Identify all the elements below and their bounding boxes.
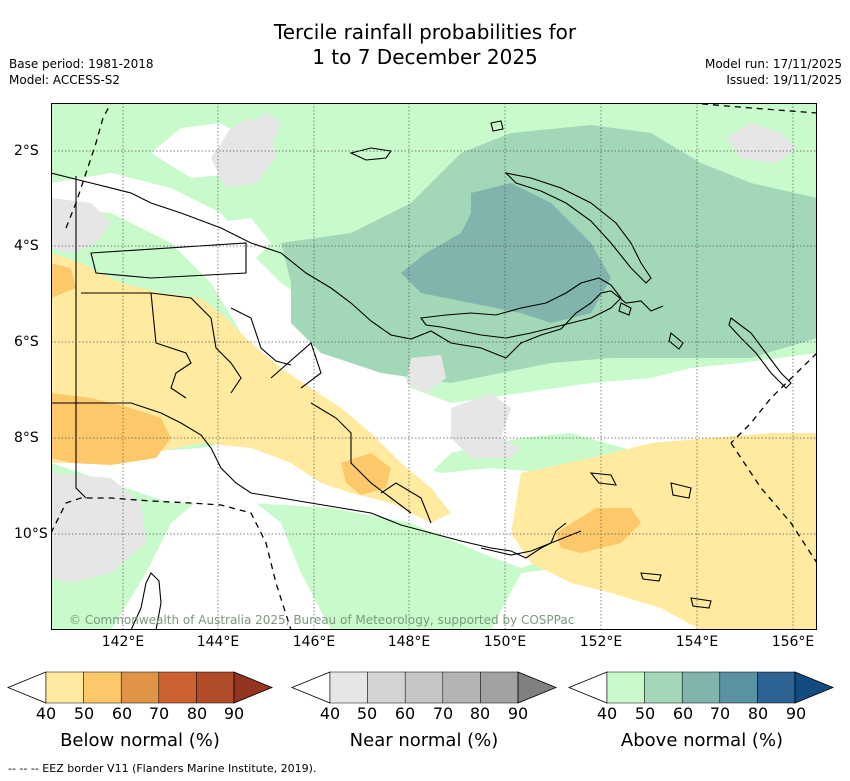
base-period: Base period: 1981-2018 [9, 57, 154, 71]
meta-right: Model run: 17/11/2025 Issued: 19/11/2025 [705, 56, 842, 88]
lat-tick: 6°S [14, 334, 39, 350]
cbar-above-swatch [681, 671, 721, 704]
lon-tick: 156°E [771, 634, 815, 650]
cbar-above-tick: 60 [672, 704, 694, 723]
near-normal-regions [51, 113, 796, 583]
cbar-below-tick: 80 [186, 704, 208, 723]
issued-date: Issued: 19/11/2025 [726, 73, 842, 87]
cbar-above-tick: 80 [747, 704, 769, 723]
cbar-above-tick: 40 [596, 704, 618, 723]
cbar-near-swatch [480, 671, 519, 704]
lat-tick: 10°S [14, 526, 48, 542]
cbar-below-tick: 60 [111, 704, 133, 723]
cbar-near-tick: 80 [469, 704, 491, 723]
above-normal-label: Above normal (%) [620, 730, 784, 751]
cbar-below-swatch [196, 671, 235, 704]
cbar-near-tick: 90 [507, 704, 529, 723]
eez-footnote: -- -- -- EEZ border V11 (Flanders Marine… [8, 762, 317, 775]
cbar-near-tick: 50 [356, 704, 378, 723]
cbar-below-tick: 50 [73, 704, 95, 723]
lon-tick: 148°E [387, 634, 431, 650]
cbar-below-low-extension [6, 671, 47, 704]
cbar-above-swatch [606, 671, 645, 704]
cbar-below-swatch [158, 671, 197, 704]
cbar-above-swatch [644, 671, 683, 704]
cbar-near-high-extension [517, 671, 558, 704]
cbar-above-tick: 90 [785, 704, 807, 723]
cbar-near-swatch [329, 671, 368, 704]
cbar-near-swatch [367, 671, 406, 704]
cbar-near-swatch [442, 671, 481, 704]
model-name: Model: ACCESS-S2 [9, 73, 121, 87]
cbar-above-swatch [757, 671, 796, 704]
cbar-below-swatch [45, 671, 84, 704]
lat-tick: 4°S [14, 238, 39, 254]
cbar-near-swatch [404, 671, 444, 704]
title-line-2: 1 to 7 December 2025 [312, 45, 538, 69]
cbar-below-swatch [83, 671, 122, 704]
cbar-above-tick: 70 [709, 704, 731, 723]
lon-tick: 152°E [579, 634, 623, 650]
model-run: Model run: 17/11/2025 [704, 57, 842, 71]
rainfall-map [51, 103, 817, 630]
coastlines [51, 120, 792, 630]
cbar-below-tick: 40 [35, 704, 57, 723]
below-normal-label: Below normal (%) [60, 730, 220, 751]
above-normal-60 [401, 183, 611, 323]
map-frame [51, 103, 817, 630]
cbar-near-low-extension [290, 671, 331, 704]
cbar-below-high-extension [233, 671, 274, 704]
cbar-above-high-extension [794, 671, 835, 704]
cbar-above-swatch [719, 671, 758, 704]
lat-tick: 8°S [14, 430, 39, 446]
lon-tick: 146°E [292, 634, 336, 650]
below-normal-50 [51, 263, 641, 553]
lon-tick: 154°E [675, 634, 719, 650]
lon-tick: 150°E [483, 634, 527, 650]
cbar-below-swatch [120, 671, 160, 704]
lat-tick: 2°S [14, 143, 39, 159]
lon-tick: 142°E [101, 634, 145, 650]
cbar-near-tick: 40 [319, 704, 341, 723]
eez-borders [51, 103, 817, 630]
cbar-below-tick: 70 [148, 704, 170, 723]
cbar-near-tick: 60 [394, 704, 416, 723]
map-title: Tercile rainfall probabilities for 1 to … [0, 20, 850, 70]
title-line-1: Tercile rainfall probabilities for [273, 20, 577, 44]
meta-left: Base period: 1981-2018 Model: ACCESS-S2 [9, 56, 154, 88]
cbar-near-tick: 70 [432, 704, 454, 723]
lon-tick: 144°E [196, 634, 240, 650]
cbar-above-low-extension [567, 671, 608, 704]
cbar-below-tick: 90 [223, 704, 245, 723]
gridlines [51, 103, 817, 630]
cbar-above-tick: 50 [634, 704, 656, 723]
copyright-notice: © Commonwealth of Australia 2025, Bureau… [69, 613, 575, 627]
near-normal-label: Near normal (%) [349, 730, 499, 751]
colorbars [6, 671, 835, 704]
